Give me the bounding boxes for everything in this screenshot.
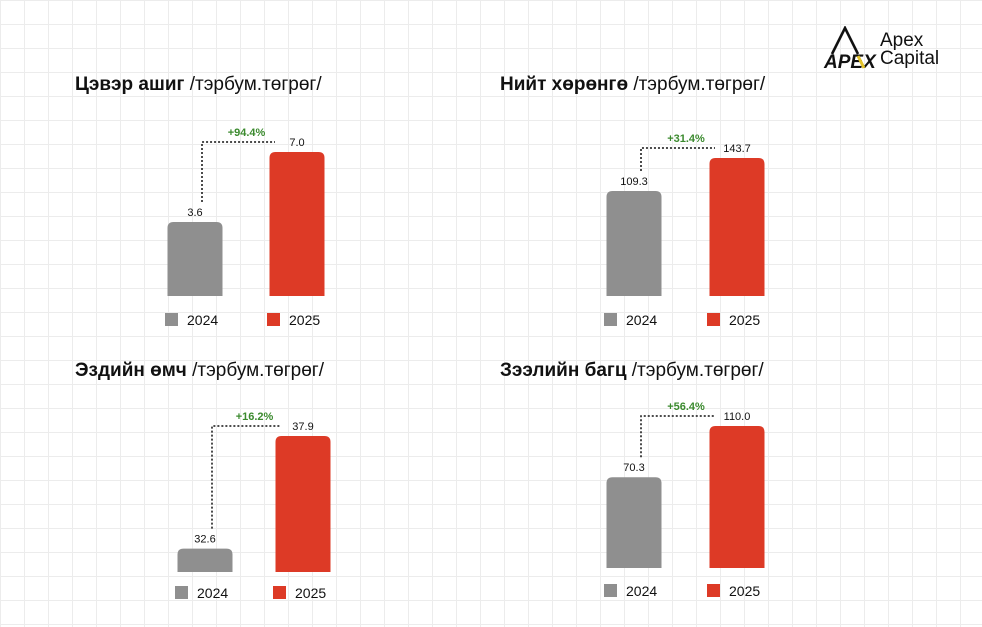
legend-label-2025: 2025 [729,583,760,599]
chart-panel-loan-portfolio: Зээлийн багц /тэрбум.төгрөг/ 70.3 110.0 +5… [500,360,830,622]
chart-panel-net-profit: Цэвэр ашиг /тэрбум.төгрөг/ 3.6 7.0 +94.4% 2… [75,74,405,336]
chart-title-main: Цэвэр ашиг [75,74,185,95]
bar-2024 [606,191,662,296]
value-label-2025: 37.9 [292,421,313,433]
chart-title-unit: /тэрбум.төгрөг/ [631,360,764,381]
legend-swatch-2024 [604,584,617,597]
growth-connector-line [201,141,275,202]
value-label-2024: 70.3 [623,462,644,474]
growth-label: +94.4% [228,127,266,139]
chart-title-main: Эздийн өмч [75,360,187,381]
growth-label: +31.4% [667,133,705,145]
legend-label-2024: 2024 [197,585,228,601]
value-label-2024: 32.6 [194,534,215,546]
chart-title-main: Нийт хөрөнгө [500,74,629,95]
legend-swatch-2025 [267,313,280,326]
legend-swatch-2024 [175,586,188,599]
bar-2025 [709,158,765,296]
bar-2025 [709,426,765,568]
value-label-2025: 143.7 [723,143,751,155]
growth-connector-line [211,425,281,529]
chart-title-unit: /тэрбум.төгрөг/ [633,74,766,95]
legend-label-2025: 2025 [295,585,326,601]
legend-swatch-2025 [273,586,286,599]
apex-capital-logo: APEX Apex Capital [822,26,962,72]
legend-swatch-2024 [165,313,178,326]
value-label-2024: 109.3 [620,176,648,188]
chart-title: Зээлийн багц /тэрбум.төгрөг/ [500,360,764,382]
chart-title: Эздийн өмч /тэрбум.төгрөг/ [75,360,324,382]
value-label-2025: 110.0 [724,411,751,423]
chart-title-unit: /тэрбум.төгрөг/ [192,360,325,381]
chart-panel-total-assets: Нийт хөрөнгө /тэрбум.төгрөг/ 109.3 143.7 +… [500,74,830,336]
legend-label-2024: 2024 [626,583,657,599]
logo-word-capital: Capital [880,48,940,69]
chart-title: Нийт хөрөнгө /тэрбум.төгрөг/ [500,74,765,96]
chart-svg: 32.6 37.9 +16.2% 2024 2025 [175,411,331,601]
chart-title-main: Зээлийн багц [500,360,627,381]
legend-swatch-2024 [604,313,617,326]
chart-title-unit: /тэрбум.төгрөг/ [189,74,322,95]
growth-label: +56.4% [667,401,705,413]
legend-label-2024: 2024 [626,312,657,328]
chart-panel-equity: Эздийн өмч /тэрбум.төгрөг/ 32.6 37.9 +16.2… [75,360,405,622]
chart-svg: 3.6 7.0 +94.4% 2024 2025 [165,127,325,328]
value-label-2025: 7.0 [289,137,304,149]
bar-2025 [269,152,325,296]
legend-label-2024: 2024 [187,312,218,328]
bar-2024 [177,548,233,572]
growth-label: +16.2% [236,411,274,423]
chart-title: Цэвэр ашиг /тэрбум.төгрөг/ [75,74,322,96]
growth-connector-line [640,147,715,172]
logo-word-apex: Apex [880,30,924,51]
chart-svg: 109.3 143.7 +31.4% 2024 2025 [604,133,765,328]
value-label-2024: 3.6 [187,207,202,219]
legend-label-2025: 2025 [729,312,760,328]
legend-label-2025: 2025 [289,312,320,328]
apex-mark-text: APEX [823,52,877,72]
bar-2024 [167,221,223,296]
logo-wordmark: Apex Capital [880,30,940,69]
legend-swatch-2025 [707,313,720,326]
apex-logo-mark: APEX [823,26,877,72]
legend-swatch-2025 [707,584,720,597]
bar-2025 [275,436,331,572]
bar-2024 [606,477,662,568]
growth-connector-line [640,415,715,458]
chart-svg: 70.3 110.0 +56.4% 2024 2025 [604,401,765,599]
